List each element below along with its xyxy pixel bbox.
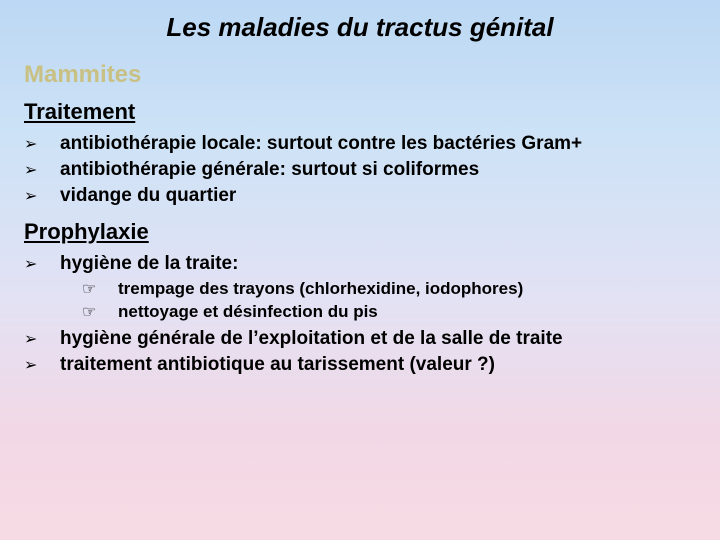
chevron-right-icon: ➢	[24, 160, 60, 180]
bullet-item: ➢ antibiothérapie générale: surtout si c…	[24, 159, 696, 181]
slide-title: Les maladies du tractus génital	[24, 12, 696, 43]
bullet-text: antibiothérapie générale: surtout si col…	[60, 159, 696, 181]
sub-bullet-item: ☞ nettoyage et désinfection du pis	[24, 302, 696, 322]
topic-heading: Mammites	[24, 61, 696, 89]
bullet-item: ➢ hygiène générale de l’exploitation et …	[24, 328, 696, 350]
slide: Les maladies du tractus génital Mammites…	[0, 0, 720, 540]
bullet-list: ➢ antibiothérapie locale: surtout contre…	[24, 133, 696, 207]
chevron-right-icon: ➢	[24, 254, 60, 274]
sub-bullet-item: ☞ trempage des trayons (chlorhexidine, i…	[24, 279, 696, 299]
bullet-text: hygiène de la traite:	[60, 253, 696, 275]
bullet-text: hygiène générale de l’exploitation et de…	[60, 328, 696, 350]
chevron-right-icon: ➢	[24, 329, 60, 349]
bullet-list: ➢ hygiène de la traite: ☞ trempage des t…	[24, 253, 696, 376]
bullet-item: ➢ traitement antibiotique au tarissement…	[24, 354, 696, 376]
pointing-hand-icon: ☞	[82, 279, 118, 299]
bullet-text: traitement antibiotique au tarissement (…	[60, 354, 696, 376]
sub-bullet-list: ☞ trempage des trayons (chlorhexidine, i…	[24, 279, 696, 322]
pointing-hand-icon: ☞	[82, 302, 118, 322]
bullet-item: ➢ vidange du quartier	[24, 185, 696, 207]
chevron-right-icon: ➢	[24, 134, 60, 154]
bullet-text: vidange du quartier	[60, 185, 696, 207]
chevron-right-icon: ➢	[24, 186, 60, 206]
sub-bullet-text: nettoyage et désinfection du pis	[118, 302, 696, 322]
section-subheading: Traitement	[24, 99, 696, 125]
bullet-item: ➢ antibiothérapie locale: surtout contre…	[24, 133, 696, 155]
bullet-text: antibiothérapie locale: surtout contre l…	[60, 133, 696, 155]
chevron-right-icon: ➢	[24, 355, 60, 375]
sub-bullet-text: trempage des trayons (chlorhexidine, iod…	[118, 279, 696, 299]
section-subheading: Prophylaxie	[24, 219, 696, 245]
bullet-item: ➢ hygiène de la traite:	[24, 253, 696, 275]
